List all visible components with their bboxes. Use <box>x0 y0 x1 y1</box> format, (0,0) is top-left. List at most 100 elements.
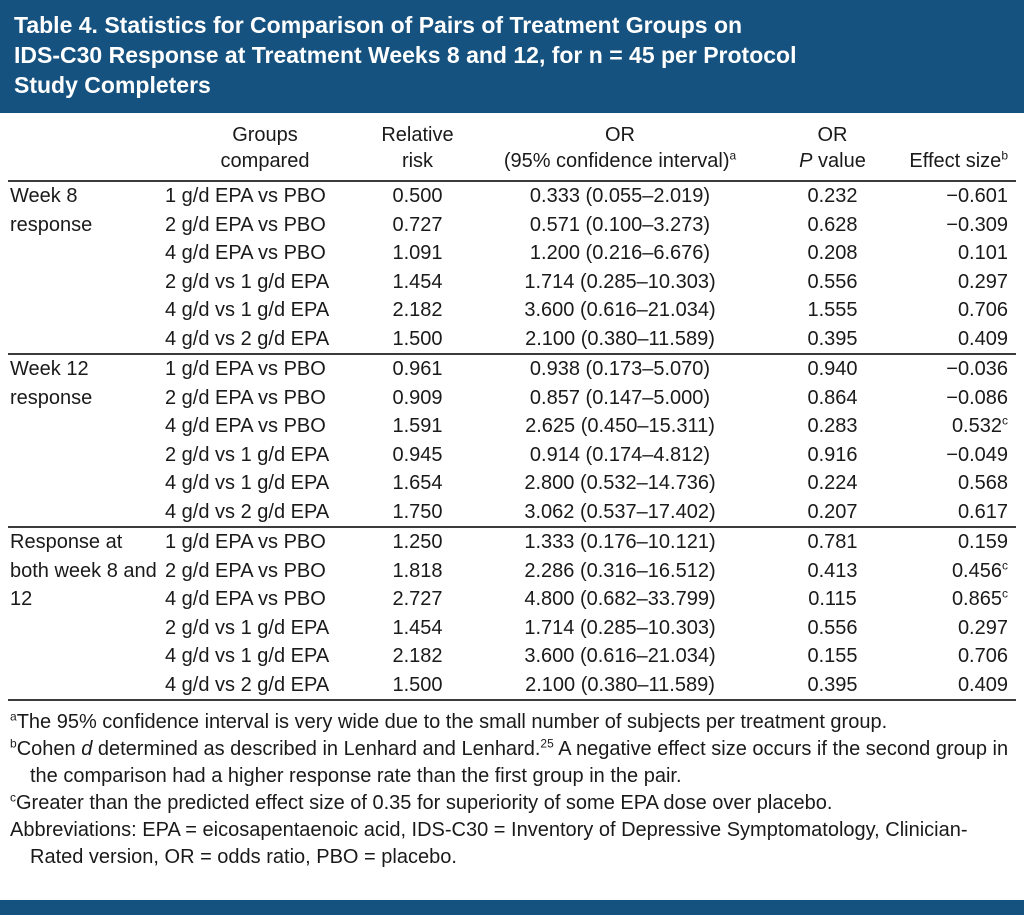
cell-groups: 4 g/d EPA vs PBO <box>165 415 326 437</box>
footnote-marker-c: c <box>1002 413 1008 428</box>
table-row: 4 g/d EPA vs PBO 1.591 2.625 (0.450–15.311… <box>8 412 1016 441</box>
cell-or_ci: 3.062 (0.537–17.402) <box>524 500 716 523</box>
cell-or_ci: 2.100 (0.380–11.589) <box>525 327 715 350</box>
cell-or_ci: 0.938 (0.173–5.070) <box>470 353 770 384</box>
cell-or_ci: 2.100 (0.380–11.589) <box>525 673 715 696</box>
cell-effect: 0.865c <box>951 586 1008 610</box>
table-row: 4 g/d vs 2 g/d EPA 1.500 2.100 (0.380–11.5… <box>8 671 1016 700</box>
cell-groups: 2 g/d vs 1 g/d EPA <box>165 270 330 293</box>
cell-p: 0.864 <box>807 386 858 409</box>
cell-or_ci: 0.857 (0.147–5.000) <box>529 386 711 409</box>
table-row: 2 g/d vs 1 g/d EPA 1.454 1.714 (0.285–10.3… <box>8 268 1016 297</box>
table-content-area: Groups compared Relative risk OR (95% co… <box>0 113 1024 900</box>
cell-p: 0.916 <box>807 443 858 466</box>
cell-p: 0.395 <box>807 327 858 350</box>
footnote: aThe 95% confidence interval is very wid… <box>10 709 888 733</box>
cell-p: 0.207 <box>807 500 858 523</box>
cell-groups: 1 g/d EPA vs PBO <box>160 353 365 384</box>
cell-or_ci: 2.625 (0.450–15.311) <box>525 415 715 437</box>
cell-rr: 0.961 <box>365 353 470 384</box>
footnote: cGreater than the predicted effect size … <box>10 790 833 814</box>
cell-effect: −0.036 <box>895 353 1016 384</box>
table-row: 2 g/d EPA vs PBO 0.909 0.857 (0.147–5.000)… <box>8 384 1016 413</box>
cell-groups: 2 g/d EPA vs PBO <box>165 386 326 409</box>
cell-p: 0.556 <box>807 616 858 639</box>
bottom-bar <box>0 900 1024 915</box>
table-row: 4 g/d vs 1 g/d EPA 2.182 3.600 (0.616–21.0… <box>8 642 1016 671</box>
cell-effect: −0.601 <box>946 185 1008 207</box>
cell-rr: 0.500 <box>392 185 443 207</box>
cell-or_ci: 2.800 (0.532–14.736) <box>524 472 716 494</box>
cell-rr: 1.818 <box>392 559 443 582</box>
cell-or_ci: 2.286 (0.316–16.512) <box>524 559 716 582</box>
footnote-marker-c: c <box>1002 586 1008 601</box>
cell-effect: 0.706 <box>957 299 1008 321</box>
cell-groups: 1 g/d EPA vs PBO <box>160 526 365 557</box>
cell-rr: 1.091 <box>392 242 443 264</box>
cell-effect: 0.456c <box>951 557 1008 582</box>
cell-or_ci: 0.333 (0.055–2.019) <box>529 185 711 207</box>
footnote-marker-a: a <box>729 148 737 163</box>
cell-or_ci: 3.600 (0.616–21.034) <box>524 645 716 667</box>
cell-groups: 4 g/d EPA vs PBO <box>165 588 326 610</box>
table-row: 4 g/d vs 2 g/d EPA 1.500 2.100 (0.380–11.5… <box>8 325 1016 355</box>
cell-p: 0.224 <box>807 472 858 494</box>
cell-rr: 1.591 <box>392 415 443 437</box>
cell-or_ci: 1.333 (0.176–10.121) <box>470 526 770 557</box>
cell-or_ci: 0.571 (0.100–3.273) <box>529 213 711 236</box>
table-row: 2 g/d vs 1 g/d EPA 1.454 1.714 (0.285–10.3… <box>8 614 1016 643</box>
cell-groups: 4 g/d vs 1 g/d EPA <box>165 299 330 321</box>
cell-effect: 0.101 <box>957 242 1008 264</box>
col-header-or-p-value: OR P value <box>770 113 895 182</box>
cell-p: 0.232 <box>807 185 858 207</box>
col-header-groups-compared: Groups compared <box>160 113 365 182</box>
cell-p: 0.395 <box>807 673 858 696</box>
cell-p: 0.413 <box>807 559 858 582</box>
cell-or_ci: 1.714 (0.285–10.303) <box>524 616 716 639</box>
cell-effect: 0.568 <box>957 472 1008 494</box>
col-header-or-ci: OR (95% confidence interval)a <box>470 113 770 182</box>
stats-table: Groups compared Relative risk OR (95% co… <box>8 113 1016 699</box>
cell-rr: 1.250 <box>365 526 470 557</box>
table-row: Response at both week 8 and 12 1 g/d EPA … <box>8 526 1016 699</box>
footnote: Abbreviations: EPA = eicosapentaenoic ac… <box>10 819 968 868</box>
cell-effect: 0.159 <box>895 526 1016 557</box>
table-row: 4 g/d vs 1 g/d EPA 1.654 2.800 (0.532–14.7… <box>8 469 1016 498</box>
table-row: 2 g/d EPA vs PBO 0.727 0.571 (0.100–3.273)… <box>8 211 1016 240</box>
footnote: bCohen d determined as described in Lenh… <box>10 736 1009 787</box>
table-title-line: IDS-C30 Response at Treatment Weeks 8 an… <box>14 42 797 68</box>
footnote-marker-c: c <box>1002 557 1008 572</box>
cell-effect: −0.049 <box>946 443 1008 466</box>
cell-effect: 0.297 <box>957 270 1008 293</box>
col-header-blank <box>8 113 160 182</box>
table-row: Week 8 response 1 g/d EPA vs PBO 0.500 0.33… <box>8 181 1016 236</box>
table-title-line: Study Completers <box>14 72 211 98</box>
table-row: 4 g/d vs 2 g/d EPA 1.750 3.062 (0.537–17.4… <box>8 498 1016 528</box>
cell-groups: 4 g/d EPA vs PBO <box>165 242 326 264</box>
cell-or_ci: 1.714 (0.285–10.303) <box>524 270 716 293</box>
cell-effect: −0.309 <box>946 213 1008 236</box>
table-row: Week 12 response 1 g/d EPA vs PBO 0.961 0.9… <box>8 353 1016 527</box>
cell-p: 0.556 <box>807 270 858 293</box>
col-header-effect-size: Effect sizeb <box>895 113 1016 182</box>
table-row: 4 g/d vs 1 g/d EPA 2.182 3.600 (0.616–21.0… <box>8 296 1016 325</box>
col-header-relative-risk: Relative risk <box>365 113 470 182</box>
cell-groups: 4 g/d vs 1 g/d EPA <box>165 472 330 494</box>
cell-p: 0.208 <box>807 242 858 264</box>
cell-or_ci: 4.800 (0.682–33.799) <box>524 588 716 610</box>
cell-p: 0.283 <box>807 415 858 437</box>
cell-rr: 2.182 <box>392 299 443 321</box>
table-row: 2 g/d vs 1 g/d EPA 0.945 0.914 (0.174–4.81… <box>8 441 1016 470</box>
cell-groups: 4 g/d vs 2 g/d EPA <box>165 673 330 696</box>
cell-rr: 1.500 <box>392 327 443 350</box>
section-label: Response at both week 8 and 12 <box>8 526 160 699</box>
cell-or_ci: 1.200 (0.216–6.676) <box>529 242 711 264</box>
cell-rr: 1.750 <box>392 500 443 523</box>
cell-effect: −0.086 <box>946 386 1008 409</box>
cell-rr: 2.727 <box>392 588 443 610</box>
cell-effect: 0.532c <box>951 413 1008 437</box>
section-label: Week 8 response <box>10 185 93 236</box>
cell-effect: 0.409 <box>957 327 1008 350</box>
column-header-row: Groups compared Relative risk OR (95% co… <box>8 113 1016 182</box>
cell-groups: 1 g/d EPA vs PBO <box>165 185 326 207</box>
